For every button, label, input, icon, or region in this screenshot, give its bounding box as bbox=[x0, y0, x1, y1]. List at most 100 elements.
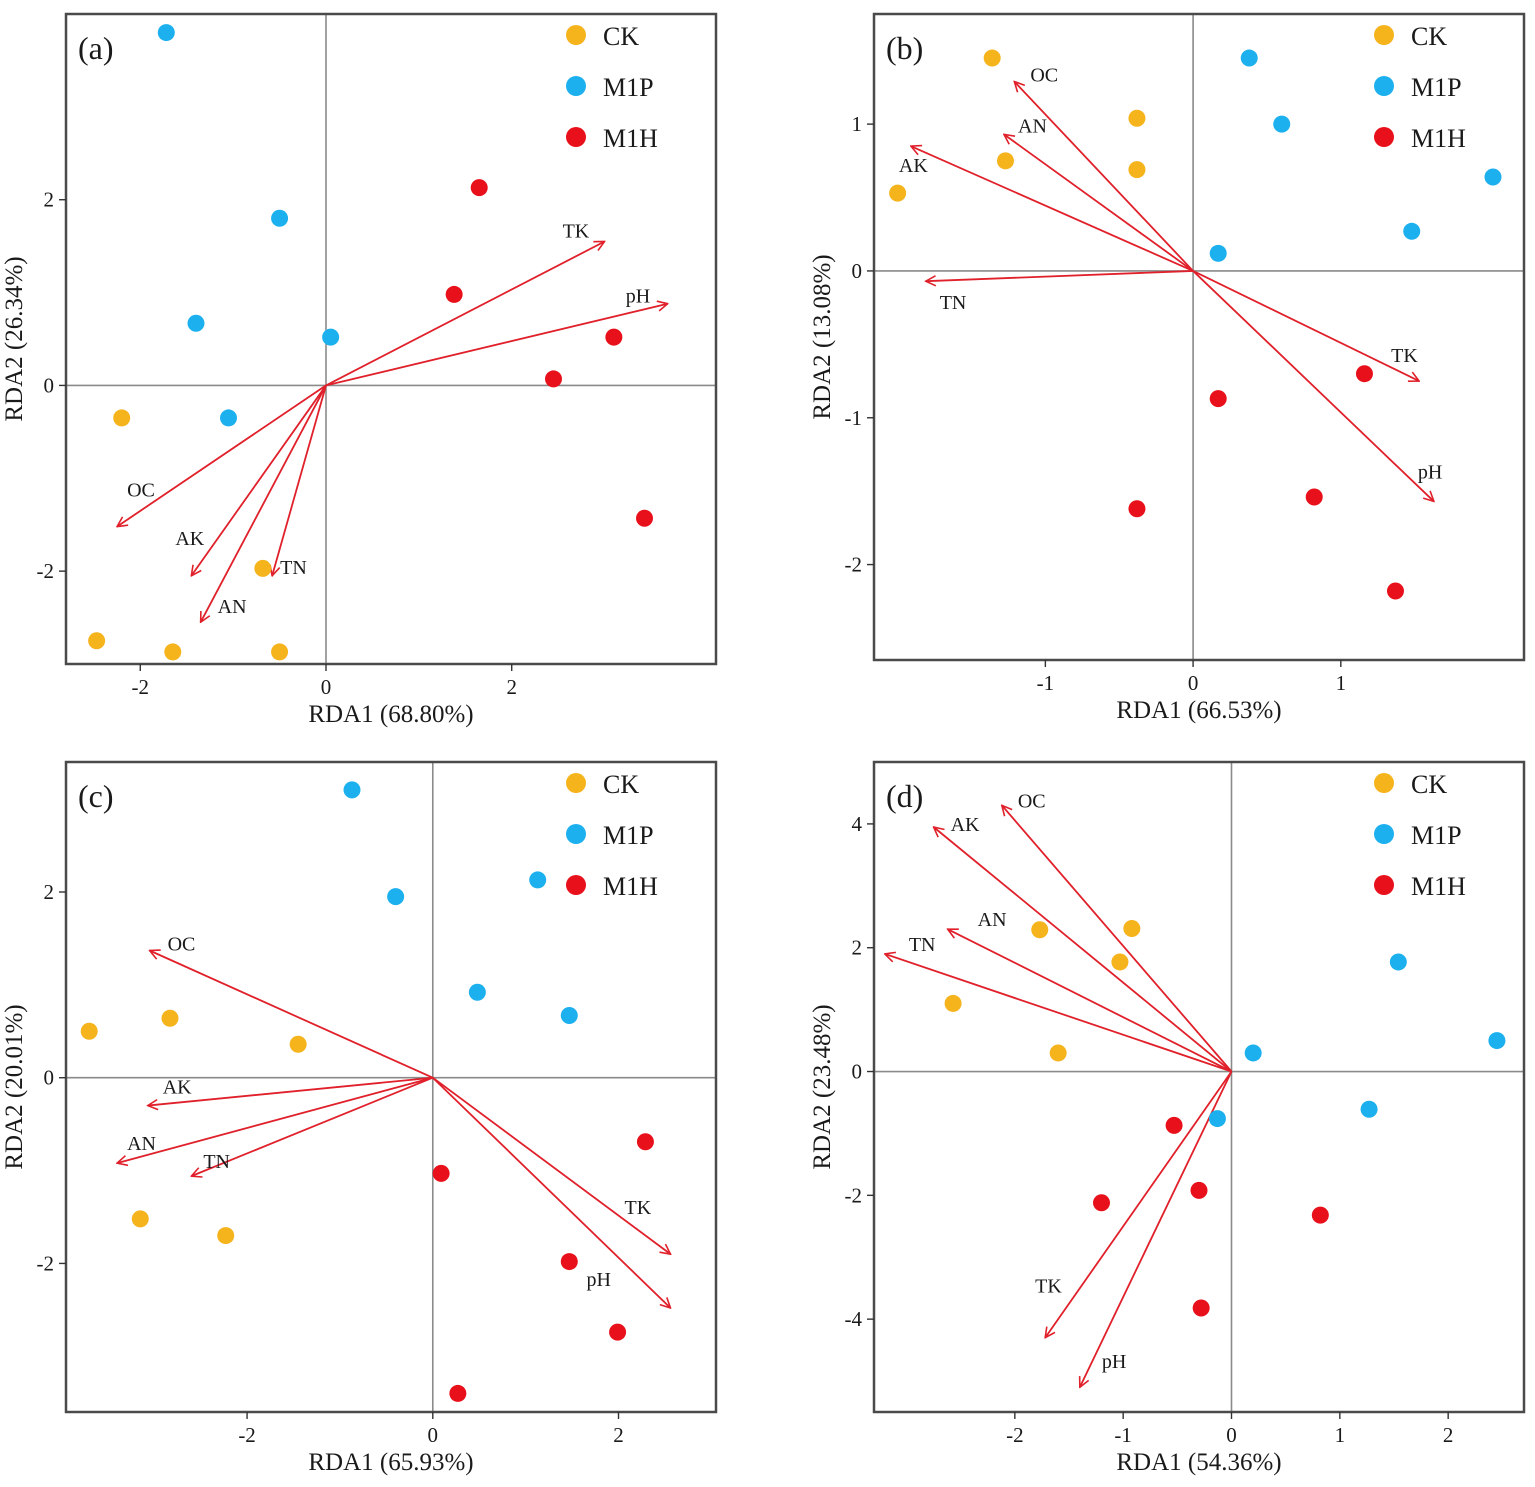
data-point-ck bbox=[889, 184, 907, 202]
data-point-m1h bbox=[1093, 1194, 1110, 1212]
rda-panel: -2 0 2 -2 0 2 RDA1 (65.93%) RDA2 (20.01%) (c) OC A… bbox=[1, 760, 718, 1476]
data-point-ck bbox=[80, 1022, 98, 1040]
data-point-ck bbox=[161, 1009, 179, 1027]
data-point-m1h bbox=[1190, 1181, 1208, 1199]
legend-marker-m1p bbox=[1374, 76, 1394, 96]
legend-label-m1h: M1H bbox=[603, 872, 658, 901]
data-point-ck bbox=[88, 632, 106, 650]
vector-label-oc: OC bbox=[127, 480, 155, 502]
vector-label-ph: pH bbox=[1418, 461, 1442, 483]
data-point-ck bbox=[113, 409, 131, 427]
vector-label-tn: TN bbox=[280, 557, 307, 579]
data-point-m1h bbox=[1192, 1299, 1210, 1317]
y-tick-label: 2 bbox=[44, 880, 55, 904]
vector-label-ak: AK bbox=[163, 1077, 192, 1099]
x-axis-label: RDA1 (54.36%) bbox=[1116, 1449, 1281, 1476]
vector-arrow-tk bbox=[325, 242, 605, 387]
y-tick-label: 2 bbox=[852, 936, 863, 960]
vector-arrow-tk bbox=[1192, 270, 1419, 381]
y-axis-label: RDA2 (26.34%) bbox=[1, 256, 28, 421]
x-tick-label: 2 bbox=[613, 1423, 624, 1447]
y-tick-label: -2 bbox=[37, 559, 55, 583]
data-point-m1p bbox=[387, 888, 405, 906]
data-point-m1h bbox=[1355, 365, 1373, 383]
panel-tag: (c) bbox=[78, 778, 114, 814]
data-point-ck bbox=[944, 994, 962, 1012]
vector-arrow-ph bbox=[325, 304, 668, 387]
rda-panel: -2 -1 0 1 2 -4 -2 0 2 4 RDA1 (54.36%) RDA2 (23.48%)… bbox=[809, 760, 1526, 1476]
vector-arrow-ph bbox=[432, 1077, 671, 1308]
data-point-m1p bbox=[1240, 49, 1258, 67]
data-point-m1p bbox=[1209, 244, 1227, 262]
y-axis-label: RDA2 (20.01%) bbox=[1, 1004, 28, 1169]
data-point-m1p bbox=[271, 209, 289, 227]
vector-arrow-an bbox=[117, 1076, 434, 1163]
data-point-ck bbox=[1111, 953, 1129, 971]
vector-arrow-ak bbox=[191, 384, 327, 575]
vector-label-ak: AK bbox=[899, 155, 928, 177]
legend-label-m1p: M1P bbox=[1411, 73, 1462, 102]
data-point-m1p bbox=[1360, 1100, 1378, 1118]
vector-arrow-an bbox=[201, 385, 327, 622]
vector-arrow-an bbox=[948, 928, 1232, 1073]
x-tick-label: 1 bbox=[1335, 1423, 1346, 1447]
data-point-m1h bbox=[636, 509, 653, 527]
vector-arrow-ak bbox=[911, 146, 1194, 272]
vector-arrow-ak bbox=[148, 1076, 433, 1106]
vector-label-oc: OC bbox=[168, 934, 196, 956]
data-point-m1p bbox=[322, 328, 340, 346]
y-tick-label: -1 bbox=[845, 406, 863, 430]
legend-marker-m1h bbox=[566, 127, 586, 147]
legend-marker-ck bbox=[566, 25, 586, 45]
legend-label-ck: CK bbox=[1411, 770, 1447, 799]
panel-tag: (b) bbox=[886, 30, 923, 66]
legend-marker-ck bbox=[566, 773, 586, 793]
legend-label-m1p: M1P bbox=[1411, 821, 1462, 850]
x-tick-label: 2 bbox=[506, 675, 517, 699]
data-point-ck bbox=[164, 643, 182, 661]
legend-label-m1h: M1H bbox=[603, 124, 658, 153]
data-point-m1h bbox=[1165, 1116, 1183, 1134]
data-point-m1p bbox=[1484, 168, 1502, 186]
data-point-m1h bbox=[605, 328, 623, 346]
legend-marker-ck bbox=[1374, 773, 1394, 793]
vector-arrow-ak bbox=[934, 827, 1233, 1073]
x-tick-label: 0 bbox=[428, 1423, 439, 1447]
legend-label-m1h: M1H bbox=[1411, 124, 1466, 153]
plot-frame bbox=[872, 12, 1526, 662]
data-point-m1h bbox=[432, 1164, 450, 1182]
vector-arrow-oc bbox=[1002, 805, 1233, 1073]
legend-marker-m1h bbox=[566, 875, 586, 895]
rda-panel: -1 0 1 -2 -1 0 1 RDA1 (66.53%) RDA2 (13.08%) (b) O… bbox=[809, 12, 1526, 724]
legend-marker-m1p bbox=[1374, 824, 1394, 844]
x-tick-label: -2 bbox=[238, 1423, 256, 1447]
y-axis-label: RDA2 (23.48%) bbox=[809, 1004, 836, 1169]
x-tick-label: 0 bbox=[1188, 671, 1199, 695]
data-point-ck bbox=[271, 643, 289, 661]
legend-label-m1p: M1P bbox=[603, 821, 654, 850]
plot-frame bbox=[64, 760, 718, 1414]
data-point-m1p bbox=[560, 1007, 578, 1024]
data-point-ck bbox=[1128, 161, 1146, 179]
x-axis-label: RDA1 (66.53%) bbox=[1116, 697, 1281, 724]
vector-label-ph: pH bbox=[1102, 1351, 1126, 1373]
vector-label-tn: TN bbox=[909, 934, 936, 956]
legend-marker-m1p bbox=[566, 824, 586, 844]
vector-label-ph: pH bbox=[626, 286, 650, 308]
data-point-m1h bbox=[609, 1323, 627, 1341]
data-point-m1h bbox=[1128, 500, 1146, 518]
vector-arrow-ph bbox=[1080, 1071, 1233, 1388]
legend-marker-m1h bbox=[1374, 127, 1394, 147]
panel-tag: (a) bbox=[78, 30, 114, 66]
x-tick-label: -2 bbox=[1006, 1423, 1024, 1447]
y-tick-label: -2 bbox=[845, 1183, 863, 1207]
vector-label-an: AN bbox=[127, 1133, 156, 1155]
x-tick-label: 0 bbox=[321, 675, 332, 699]
legend-label-ck: CK bbox=[1411, 22, 1447, 51]
data-point-ck bbox=[1049, 1044, 1067, 1062]
y-tick-label: 1 bbox=[852, 112, 863, 136]
legend-label-m1h: M1H bbox=[1411, 872, 1466, 901]
y-tick-label: 0 bbox=[852, 1060, 863, 1084]
y-tick-label: 0 bbox=[44, 1066, 55, 1090]
